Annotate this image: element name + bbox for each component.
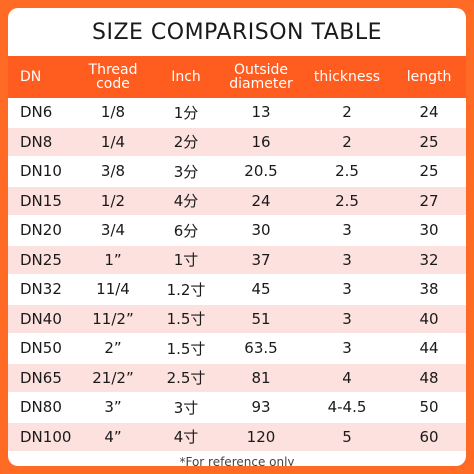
footnote: *For reference only	[179, 455, 295, 466]
table-row: DN8 1/4 2分 16 2 25	[8, 127, 466, 157]
cell-inch: 2.5寸	[166, 369, 206, 388]
cell-thickness: 2.5	[335, 191, 359, 210]
cell-thickness: 3	[342, 221, 352, 240]
table-row: DN65 21/2” 2.5寸 81 4 48	[8, 363, 466, 393]
header-thread-code: Thread code	[88, 62, 138, 92]
cell-inch: 1寸	[173, 251, 199, 270]
cell-thread-code: 3/8	[100, 162, 126, 181]
cell-length: 50	[419, 398, 439, 417]
cell-dn: DN6	[20, 103, 53, 122]
cell-dn: DN65	[20, 368, 62, 387]
cell-thickness: 2	[342, 132, 352, 151]
cell-thread-code: 1/2	[100, 191, 126, 210]
cell-inch: 3寸	[173, 398, 199, 417]
cell-inch: 4分	[173, 192, 199, 211]
cell-thread-code: 11/4	[96, 280, 130, 299]
table-row: DN15 1/2 4分 24 2.5 27	[8, 186, 466, 216]
cell-thickness: 4	[342, 368, 352, 387]
header-dn: DN	[20, 69, 42, 85]
cell-length: 32	[419, 250, 439, 269]
cell-length: 25	[419, 132, 439, 151]
header-length: length	[406, 69, 452, 85]
cell-thread-code: 21/2”	[92, 368, 134, 387]
cell-thickness: 3	[342, 250, 352, 269]
cell-outside-diameter: 37	[251, 250, 271, 269]
header-inch: Inch	[171, 69, 201, 85]
cell-length: 30	[419, 221, 439, 240]
table-title: SIZE COMPARISON TABLE	[91, 19, 383, 45]
cell-outside-diameter: 16	[251, 132, 271, 151]
cell-length: 48	[419, 368, 439, 387]
cell-thread-code: 2”	[104, 339, 122, 358]
cell-inch: 2分	[173, 133, 199, 152]
cell-inch: 1分	[173, 103, 199, 122]
table-row: DN32 11/4 1.2寸 45 3 38	[8, 275, 466, 305]
cell-thread-code: 1”	[104, 250, 122, 269]
cell-dn: DN25	[20, 250, 62, 269]
cell-outside-diameter: 93	[251, 398, 271, 417]
cell-thickness: 2.5	[335, 162, 359, 181]
cell-thickness: 2	[342, 103, 352, 122]
header-outside-diameter: Outside diameter	[229, 62, 293, 92]
cell-dn: DN32	[20, 280, 62, 299]
cell-outside-diameter: 45	[251, 280, 271, 299]
cell-thickness: 3	[342, 309, 352, 328]
cell-dn: DN40	[20, 309, 62, 328]
cell-dn: DN8	[20, 132, 53, 151]
cell-thread-code: 3”	[104, 398, 122, 417]
cell-outside-diameter: 24	[251, 191, 271, 210]
cell-dn: DN20	[20, 221, 62, 240]
cell-outside-diameter: 20.5	[244, 162, 278, 181]
cell-thread-code: 1/8	[100, 103, 126, 122]
cell-thickness: 5	[342, 427, 352, 446]
cell-inch: 6分	[173, 221, 199, 240]
table-row: DN50 2” 1.5寸 63.5 3 44	[8, 334, 466, 364]
table-row: DN6 1/8 1分 13 2 24	[8, 98, 466, 128]
cell-length: 40	[419, 309, 439, 328]
cell-dn: DN50	[20, 339, 62, 358]
cell-outside-diameter: 63.5	[244, 339, 278, 358]
cell-outside-diameter: 81	[251, 368, 271, 387]
cell-dn: DN15	[20, 191, 62, 210]
cell-thread-code: 11/2”	[92, 309, 134, 328]
cell-length: 38	[419, 280, 439, 299]
table-row: DN100 4” 4寸 120 5 60	[8, 422, 466, 452]
table-body: DN6 1/8 1分 13 2 24 DN8 1/4 2分 16 2 25 DN10 3/8 3分 20.5 2…	[8, 98, 466, 452]
cell-dn: DN100	[20, 427, 72, 446]
cell-length: 25	[419, 162, 439, 181]
cell-outside-diameter: 13	[251, 103, 271, 122]
header-thickness: thickness	[313, 69, 381, 85]
cell-thickness: 3	[342, 339, 352, 358]
cell-inch: 1.5寸	[166, 310, 206, 329]
table-row: DN10 3/8 3分 20.5 2.5 25	[8, 157, 466, 187]
cell-length: 44	[419, 339, 439, 358]
cell-dn: DN10	[20, 162, 62, 181]
table-row: DN20 3/4 6分 30 3 30	[8, 216, 466, 246]
cell-inch: 3分	[173, 162, 199, 181]
size-comparison-card: SIZE COMPARISON TABLE DN Thread code Inc…	[8, 8, 466, 466]
cell-thread-code: 3/4	[100, 221, 126, 240]
cell-thickness: 4-4.5	[327, 398, 367, 417]
cell-outside-diameter: 120	[246, 427, 276, 446]
table-header: DN Thread code Inch Outside diameter thi…	[8, 56, 466, 98]
cell-outside-diameter: 30	[251, 221, 271, 240]
cell-outside-diameter: 51	[251, 309, 271, 328]
cell-thickness: 3	[342, 280, 352, 299]
cell-thread-code: 1/4	[100, 132, 126, 151]
cell-inch: 1.5寸	[166, 339, 206, 358]
cell-inch: 1.2寸	[166, 280, 206, 299]
cell-length: 60	[419, 427, 439, 446]
cell-inch: 4寸	[173, 428, 199, 447]
cell-length: 24	[419, 103, 439, 122]
table-row: DN40 11/2” 1.5寸 51 3 40	[8, 304, 466, 334]
cell-dn: DN80	[20, 398, 62, 417]
cell-length: 27	[419, 191, 439, 210]
table-row: DN80 3” 3寸 93 4-4.5 50	[8, 393, 466, 423]
cell-thread-code: 4”	[104, 427, 122, 446]
table-row: DN25 1” 1寸 37 3 32	[8, 245, 466, 275]
